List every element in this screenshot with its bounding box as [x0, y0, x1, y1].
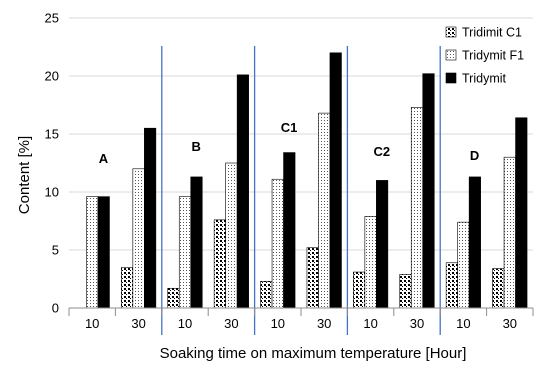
x-tick-label: 10	[456, 316, 470, 331]
legend-swatch	[445, 72, 457, 84]
y-tick-label: 10	[45, 185, 59, 200]
y-tick-label: 15	[45, 127, 59, 142]
x-tick-label: 10	[363, 316, 377, 331]
bar	[422, 73, 435, 309]
group-label: A	[99, 151, 109, 166]
y-tick-label: 25	[45, 11, 59, 26]
bar	[283, 152, 296, 309]
x-axis-title: Soaking time on maximum temperature [Hou…	[160, 345, 467, 362]
bar	[318, 112, 331, 309]
bar	[86, 196, 99, 309]
legend-swatch	[445, 49, 457, 61]
x-tick-label: 30	[224, 316, 238, 331]
bar	[213, 219, 226, 309]
bar	[515, 117, 528, 309]
bar	[271, 178, 284, 309]
bar	[132, 168, 145, 309]
bar	[121, 267, 134, 309]
x-tick-label: 10	[271, 316, 285, 331]
group-label: C1	[281, 120, 298, 135]
x-tick-label: 30	[131, 316, 145, 331]
bar	[144, 127, 157, 309]
bar	[97, 196, 110, 309]
x-tick-label: 10	[178, 316, 192, 331]
bar	[457, 221, 470, 309]
bar	[410, 107, 424, 309]
y-axis-title: Content [%]	[16, 136, 33, 214]
legend-background	[441, 21, 549, 101]
legend-swatch	[445, 26, 457, 38]
y-tick-label: 5	[52, 243, 59, 258]
x-tick-label: 30	[410, 316, 424, 331]
bar	[364, 216, 377, 309]
bar	[503, 156, 516, 309]
group-label: D	[470, 148, 479, 163]
bar	[445, 262, 458, 309]
bars	[86, 52, 528, 309]
y-tick-label: 20	[45, 69, 59, 84]
bar	[353, 271, 366, 309]
bar	[376, 180, 389, 309]
bar	[260, 281, 273, 309]
x-tick-label: 10	[85, 316, 99, 331]
bar	[399, 274, 412, 309]
x-tick-label: 30	[317, 316, 331, 331]
bar	[178, 196, 192, 309]
group-separators: A B C1 C2 D	[99, 46, 479, 335]
legend-label: Tridimit C1	[462, 26, 522, 40]
legend: Tridimit C1 Tridymit F1 Tridymit	[441, 21, 549, 101]
legend-label: Tridymit F1	[462, 49, 524, 63]
bar	[306, 247, 319, 309]
x-tick-label: 30	[503, 316, 517, 331]
axes: 0 5 10 15 20 25 10 30 10 30 10 30 10 30 10 30	[45, 11, 534, 331]
bar	[167, 287, 180, 309]
bar	[236, 74, 249, 309]
bar	[492, 268, 505, 309]
legend-label: Tridymit	[462, 72, 507, 86]
group-label: C2	[373, 144, 390, 159]
bar	[225, 162, 238, 309]
bar	[190, 176, 203, 309]
bar	[468, 176, 481, 309]
y-tick-label: 0	[52, 301, 59, 316]
group-label: B	[192, 139, 201, 154]
bar	[329, 52, 342, 309]
